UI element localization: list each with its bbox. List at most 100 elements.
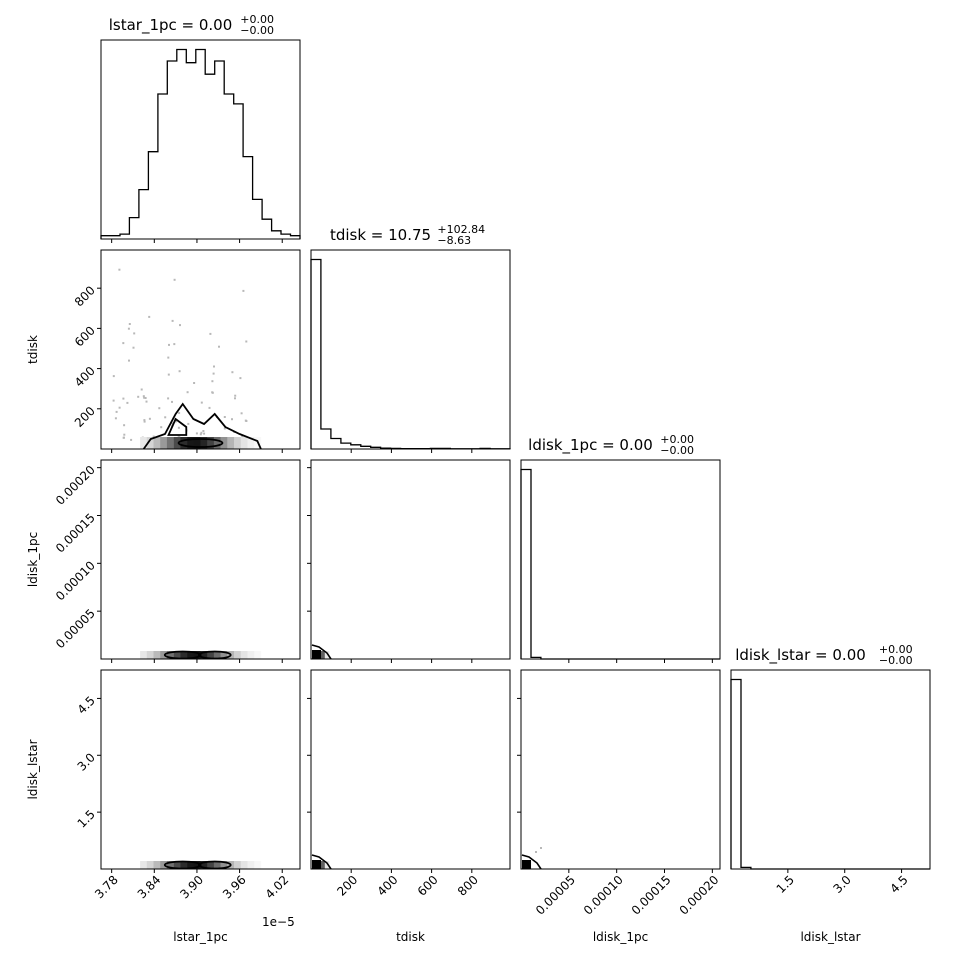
density-cell — [146, 651, 154, 659]
x-axis-label-ldisk_1pc: ldisk_1pc — [593, 930, 648, 944]
scatter-point — [152, 435, 155, 438]
scatter-point — [173, 278, 176, 281]
x-tick-label: 3.96 — [220, 873, 249, 902]
scatter-point — [211, 380, 214, 383]
x-tick-label: 4.5 — [887, 873, 910, 896]
x-tick-label: 600 — [415, 873, 441, 899]
scatter-point — [128, 323, 131, 325]
density-cell — [324, 861, 330, 869]
x-tick-label: 200 — [334, 873, 360, 899]
density-cell — [240, 437, 248, 449]
y-tick-label: 0.00010 — [53, 558, 98, 603]
density-cell — [166, 437, 174, 449]
panel-ldisk_lstar-vs-ldisk_lstar: ldisk_lstar = 0.00 +0.00−0.00 1.5 3.0 4.5 — [730, 643, 931, 896]
density-cell — [247, 437, 255, 449]
scatter-point — [195, 432, 198, 435]
scatter-point — [200, 431, 203, 434]
panel-ldisk_1pc-vs-ldisk_1pc: ldisk_1pc = 0.00 +0.00−0.00 — [520, 433, 721, 663]
density-cell — [254, 651, 262, 659]
scatter-point — [240, 412, 243, 415]
scatter-point — [122, 436, 125, 439]
panel-frame — [520, 669, 721, 870]
density-cell — [153, 651, 161, 659]
scatter-point — [160, 426, 163, 429]
title-sub-ldisk_1pc: −0.00 — [660, 444, 694, 457]
density-cell — [247, 861, 255, 869]
panel-frame — [100, 249, 301, 450]
density-cell — [320, 861, 325, 869]
density-cell — [200, 651, 208, 659]
title-sub-lstar_1pc: −0.00 — [240, 24, 274, 37]
density-cell — [166, 861, 174, 869]
x-tick-label: 0.00010 — [581, 873, 626, 918]
scatter-point — [128, 359, 130, 362]
y-tick-label: 800 — [72, 283, 98, 309]
x-tick-label: 3.84 — [135, 873, 164, 902]
y-tick-label: 600 — [72, 323, 98, 349]
title-sup-tdisk: +102.84 — [437, 223, 485, 236]
scatter-point — [164, 416, 167, 419]
x-tick-label: 400 — [374, 873, 400, 899]
density-peak — [522, 860, 531, 869]
scatter-point — [211, 391, 214, 394]
title-tdisk: tdisk = 10.75 — [330, 226, 431, 244]
scatter-point — [179, 324, 181, 327]
contour-inner — [167, 417, 188, 436]
density-cell — [220, 437, 228, 449]
histogram-ldisk_lstar — [730, 678, 930, 870]
density-cell — [153, 437, 161, 449]
density-cell — [173, 861, 181, 869]
scatter-point — [173, 343, 176, 346]
scatter-point — [145, 400, 148, 403]
y-tick-label: 3.0 — [75, 750, 98, 773]
density-cell — [173, 651, 181, 659]
density-cell — [140, 651, 148, 659]
x-tick-label: 0.00020 — [677, 873, 722, 918]
y-tick-label: 0.00015 — [53, 511, 98, 556]
scatter-point — [130, 438, 133, 441]
density-cell — [220, 861, 228, 869]
y-tick-label: 1.5 — [75, 807, 98, 830]
title-lstar_1pc: lstar_1pc = 0.00 — [109, 16, 233, 35]
contour — [311, 854, 332, 870]
scatter-point — [218, 345, 220, 348]
scatter-point — [114, 417, 117, 420]
scatter-point — [143, 396, 146, 399]
scatter-point — [112, 375, 115, 378]
x-tick-label: 4.02 — [263, 873, 292, 902]
x-tick-label: 0.00005 — [533, 873, 578, 918]
scatter-point — [242, 289, 245, 292]
scatter-point — [209, 332, 212, 335]
x-tick-label: 3.78 — [92, 873, 121, 902]
scatter-point — [158, 407, 161, 410]
density-cell — [207, 437, 215, 449]
density-cell — [187, 651, 195, 659]
scatter-point — [167, 356, 170, 359]
density-cell — [146, 861, 154, 869]
scatter-point — [245, 420, 248, 422]
density-cell — [213, 651, 221, 659]
scatter-point — [540, 847, 542, 849]
title-sub-tdisk: −8.63 — [437, 234, 471, 247]
y-tick-label: 200 — [72, 404, 98, 430]
scatter-point — [178, 412, 181, 414]
y-tick-label: 0.00020 — [53, 463, 98, 508]
density-cell — [180, 861, 188, 869]
contour-outer — [142, 402, 262, 450]
scatter-point — [231, 371, 234, 374]
scatter-point — [133, 332, 136, 335]
y-tick-label: 0.00005 — [53, 606, 98, 651]
density-cell — [140, 861, 148, 869]
scatter-point — [199, 433, 202, 436]
scatter-point — [245, 340, 248, 343]
density-cell — [240, 861, 248, 869]
scatter-point — [234, 397, 236, 400]
scatter-point — [202, 430, 205, 432]
x-tick-label: 3.0 — [831, 873, 854, 896]
x-tick-label: 3.90 — [177, 873, 206, 902]
density-cell — [160, 861, 168, 869]
density-cell — [254, 861, 262, 869]
scatter-point — [122, 397, 125, 400]
histogram-lstar_1pc — [100, 48, 301, 239]
scatter-point — [115, 410, 118, 413]
